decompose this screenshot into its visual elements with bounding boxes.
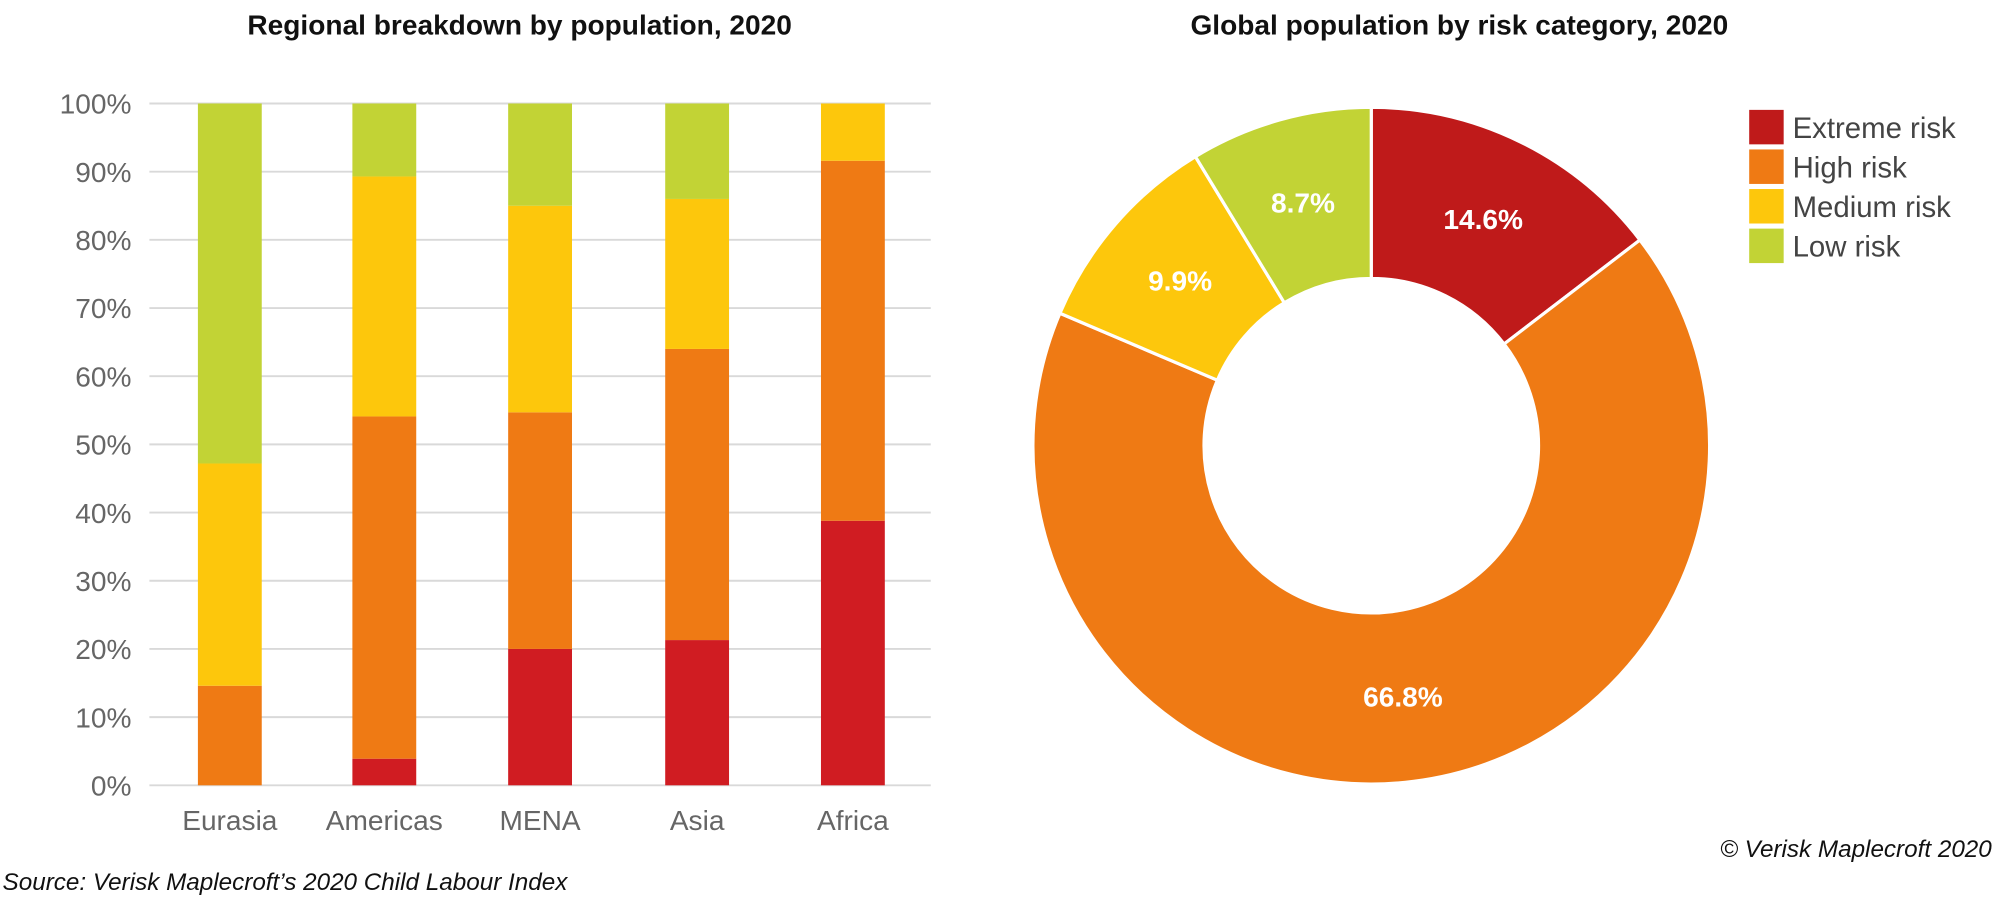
- donut-labels: 14.6% 66.8% 9.9% 8.7%: [1148, 187, 1523, 712]
- bar-segment-low: [665, 103, 730, 199]
- x-category-label: Americas: [326, 805, 443, 836]
- donut-slice-label: 8.7%: [1271, 187, 1335, 218]
- legend-swatch-medium: [1749, 189, 1784, 224]
- donut-slice-extreme: [1369, 105, 1643, 347]
- donut-slice-label: 9.9%: [1148, 265, 1212, 296]
- bar-segment-medium: [352, 176, 417, 417]
- y-tick-label: 10%: [75, 702, 131, 733]
- bar-segment-extreme: [352, 758, 417, 786]
- donut-slice-low: [1193, 105, 1373, 305]
- bar-segment-medium: [665, 198, 730, 349]
- bar-segment-high: [665, 348, 730, 641]
- y-tick-label: 40%: [75, 498, 131, 529]
- bar-series: [197, 103, 885, 786]
- y-tick-label: 0%: [91, 771, 132, 802]
- y-tick-label: 80%: [75, 225, 131, 256]
- bar-segment-medium: [820, 103, 885, 161]
- y-tick-label: 20%: [75, 634, 131, 665]
- legend-swatch-extreme: [1749, 109, 1784, 145]
- x-category-label: Africa: [817, 805, 889, 836]
- donut-slices: [1031, 105, 1712, 786]
- donut-chart-title: Global population by risk category, 2020: [1190, 10, 1728, 41]
- bar-segment-low: [197, 103, 262, 464]
- bar-segment-extreme: [508, 648, 572, 786]
- y-axis-ticks: 0% 10% 20% 30% 40% 50% 60% 70% 80% 90% 100%: [60, 89, 132, 802]
- bar-chart-title: Regional breakdown by population, 2020: [247, 10, 792, 41]
- bar-segment-extreme: [665, 640, 730, 786]
- y-tick-label: 30%: [75, 566, 131, 597]
- y-tick-label: 100%: [60, 89, 132, 120]
- donut-slice-label: 14.6%: [1443, 204, 1523, 235]
- bar-segment-high: [352, 416, 417, 759]
- legend-label: Extreme risk: [1793, 112, 1956, 145]
- legend: Extreme risk High risk Medium risk Low risk: [1749, 109, 1956, 264]
- x-category-label: MENA: [500, 805, 581, 836]
- bar-segment-medium: [197, 463, 262, 686]
- donut-slice-high: [1031, 237, 1712, 786]
- bar-segment-high: [508, 412, 572, 649]
- x-category-label: Eurasia: [182, 805, 278, 836]
- x-category-label: Asia: [670, 805, 725, 836]
- legend-label: High risk: [1793, 152, 1908, 185]
- source-note: Source: Verisk Maplecroft’s 2020 Child L…: [3, 869, 569, 896]
- bar-segment-medium: [508, 205, 572, 413]
- x-axis-categories: Eurasia Americas MENA Asia Africa: [182, 805, 889, 836]
- legend-label: Medium risk: [1793, 191, 1952, 224]
- copyright-note: © Verisk Maplecroft 2020: [1720, 836, 1992, 863]
- legend-swatch-low: [1749, 228, 1784, 264]
- bar-segment-extreme: [820, 520, 885, 786]
- y-tick-label: 50%: [75, 430, 131, 461]
- y-tick-label: 70%: [75, 293, 131, 324]
- bar-segment-high: [197, 685, 262, 786]
- bar-segment-high: [820, 160, 885, 521]
- y-tick-label: 60%: [75, 361, 131, 392]
- legend-swatch-high: [1749, 149, 1784, 184]
- legend-label: Low risk: [1793, 231, 1901, 264]
- bar-segment-low: [352, 103, 417, 177]
- y-tick-label: 90%: [75, 157, 131, 188]
- bar-segment-low: [508, 103, 572, 206]
- donut-slice-label: 66.8%: [1363, 682, 1443, 713]
